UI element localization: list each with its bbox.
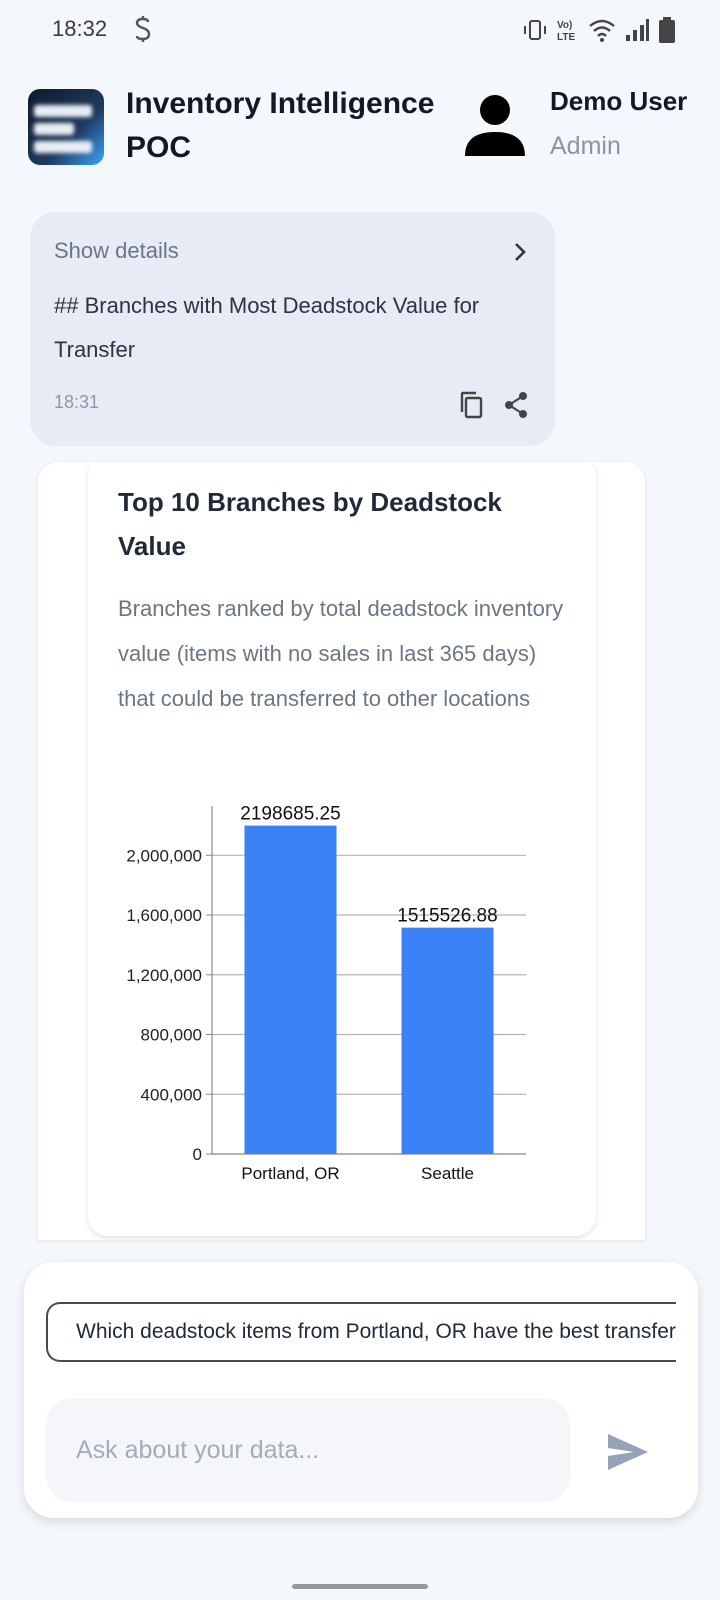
- app-title: Inventory Intelligence POC: [126, 87, 435, 164]
- send-button[interactable]: [602, 1426, 654, 1478]
- bar: [401, 927, 494, 1154]
- status-bar: 18:32 Vo) LTE: [0, 0, 720, 62]
- message-bubble: Show details ## Branches with Most Deads…: [30, 212, 555, 446]
- chevron-right-icon[interactable]: [511, 240, 529, 264]
- chart-card: Top 10 Branches by Deadstock Value Branc…: [88, 462, 596, 1236]
- chart-subtitle: Branches ranked by total deadstock inven…: [118, 596, 564, 711]
- user-name: Demo User: [550, 86, 688, 116]
- y-tick-label: 2,000,000: [126, 846, 202, 865]
- bar: [244, 825, 337, 1154]
- s-icon: [135, 16, 151, 42]
- signal-icon: [626, 19, 649, 41]
- y-tick-label: 1,200,000: [126, 966, 202, 985]
- wifi-icon: [589, 19, 615, 42]
- bar-value-label: 2198685.25: [240, 804, 340, 825]
- message-text: ## Branches with Most Deadstock Value fo…: [54, 293, 480, 362]
- bar-chart: 0 400,000 800,000 1,200,000 1,600,000 2,000,0…: [126, 804, 526, 1183]
- volte-icon: Vo) LTE: [557, 20, 575, 43]
- copy-icon[interactable]: [458, 390, 486, 420]
- status-icons: Vo) LTE: [522, 16, 676, 44]
- app-header: Inventory Intelligence POC Demo User Adm…: [0, 80, 720, 180]
- home-indicator: [292, 1584, 428, 1589]
- send-icon: [608, 1434, 648, 1470]
- input-panel: Which deadstock items from Portland, OR …: [24, 1262, 698, 1518]
- y-tick-label: 1,600,000: [126, 906, 202, 925]
- avatar-icon[interactable]: [462, 92, 528, 158]
- share-icon[interactable]: [502, 390, 530, 420]
- suggestion-chip[interactable]: Which deadstock items from Portland, OR …: [46, 1302, 676, 1362]
- battery-icon: [659, 17, 675, 43]
- y-tick-label: 400,000: [141, 1085, 202, 1104]
- status-time: 18:32: [52, 16, 108, 41]
- y-tick-label: 800,000: [141, 1026, 202, 1045]
- x-category-label: Seattle: [421, 1164, 474, 1183]
- ask-input[interactable]: [46, 1398, 570, 1502]
- svg-text:LTE: LTE: [557, 32, 575, 43]
- vibrate-icon: [524, 20, 546, 40]
- user-role: Admin: [550, 132, 621, 160]
- bar-value-label: 1515526.88: [397, 906, 497, 927]
- chart-message-card: Top 10 Branches by Deadstock Value Branc…: [38, 462, 645, 1240]
- svg-text:Vo): Vo): [557, 20, 572, 31]
- app-logo: [28, 89, 104, 165]
- chart-title: Top 10 Branches by Deadstock Value: [118, 487, 502, 561]
- message-timestamp: 18:31: [54, 392, 100, 412]
- x-category-label: Portland, OR: [241, 1164, 339, 1183]
- show-details-toggle[interactable]: Show details: [54, 238, 179, 263]
- y-tick-label: 0: [193, 1145, 202, 1164]
